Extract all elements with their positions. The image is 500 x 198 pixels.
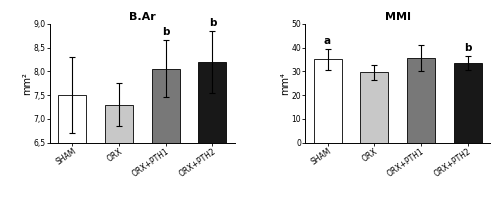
Y-axis label: mm⁴: mm⁴: [280, 72, 290, 95]
Title: MMI: MMI: [384, 12, 410, 22]
Text: b: b: [464, 43, 471, 53]
Bar: [407, 58, 435, 143]
Bar: [198, 62, 226, 198]
Text: b: b: [208, 18, 216, 28]
Bar: [360, 72, 388, 143]
Text: a: a: [324, 36, 331, 46]
Bar: [454, 63, 481, 143]
Bar: [152, 69, 180, 198]
Bar: [105, 105, 133, 198]
Bar: [314, 59, 342, 143]
Title: B.Ar: B.Ar: [129, 12, 156, 22]
Y-axis label: mm²: mm²: [22, 72, 32, 95]
Text: b: b: [162, 27, 170, 37]
Bar: [58, 95, 86, 198]
